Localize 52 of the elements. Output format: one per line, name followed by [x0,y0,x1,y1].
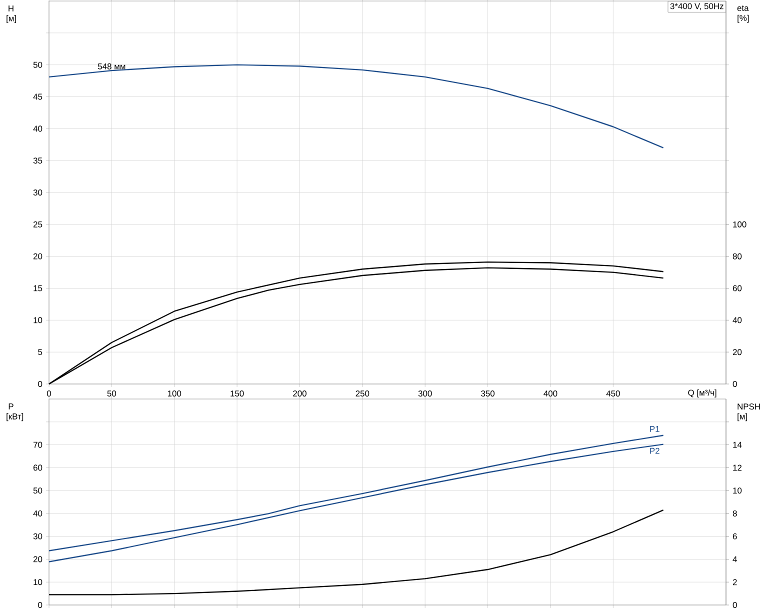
y-tick-label: 40 [33,126,42,132]
x-tick-label: 450 [606,390,620,397]
y-tick-label: 10 [34,579,42,586]
y-tick-label: 5 [38,349,42,356]
y-tick-label: 20 [33,253,42,260]
x-axis-title: Q [м³/ч] [688,390,716,398]
y2-tick-label: 12 [733,464,742,471]
y2-axis-title: eta [%] [737,6,749,23]
y-tick-label: 45 [33,94,42,100]
x-tick-label: 250 [356,390,370,397]
y2-tick-label: 40 [732,317,742,324]
series-label: P2 [650,448,660,454]
y-tick-label: 20 [33,556,42,562]
y2-tick-label: 14 [733,442,742,448]
y2-tick-label: 4 [732,556,737,562]
y-tick-label: 70 [34,442,42,448]
x-tick-label: 400 [544,390,558,397]
y2-tick-label: 6 [732,533,737,540]
annotation: 548 мм [98,63,126,70]
x-tick-label: 50 [107,390,116,397]
y2-tick-label: 2 [732,579,737,586]
x-tick-label: 150 [230,390,244,397]
y-tick-label: 0 [38,602,42,608]
x-tick-label: 350 [481,390,495,397]
y-tick-label: 40 [33,510,42,516]
annotation: 3*400 V, 50Hz [670,3,724,10]
x-tick-label: 300 [418,390,432,397]
y-axis-title: P [кВт] [6,404,24,422]
x-tick-label: 0 [46,390,52,397]
y-tick-label: 30 [33,533,42,540]
y-tick-label: 25 [33,221,42,228]
x-tick-label: 200 [293,390,306,397]
y-tick-label: 50 [33,62,42,68]
y-tick-label: 10 [34,317,42,324]
y2-tick-label: 80 [732,253,742,260]
y2-tick-label: 0 [732,602,737,608]
series-label: P1 [650,426,660,432]
y-tick-label: 60 [34,464,42,471]
y-tick-label: 35 [33,158,42,164]
y2-tick-label: 100 [733,221,746,228]
y-tick-label: 50 [33,488,42,494]
y2-tick-label: 0 [732,381,737,387]
y2-axis-title: NPSH [м] [738,404,760,422]
y-tick-label: 15 [34,285,42,292]
x-tick-label: 100 [168,390,182,397]
y2-tick-label: 8 [732,510,737,516]
y2-tick-label: 10 [733,488,742,494]
y2-tick-label: 20 [732,349,742,356]
y-axis-title: H [м] [6,6,16,24]
y-tick-label: 0 [38,381,42,387]
y2-tick-label: 60 [732,285,742,292]
y-tick-label: 30 [33,190,42,196]
